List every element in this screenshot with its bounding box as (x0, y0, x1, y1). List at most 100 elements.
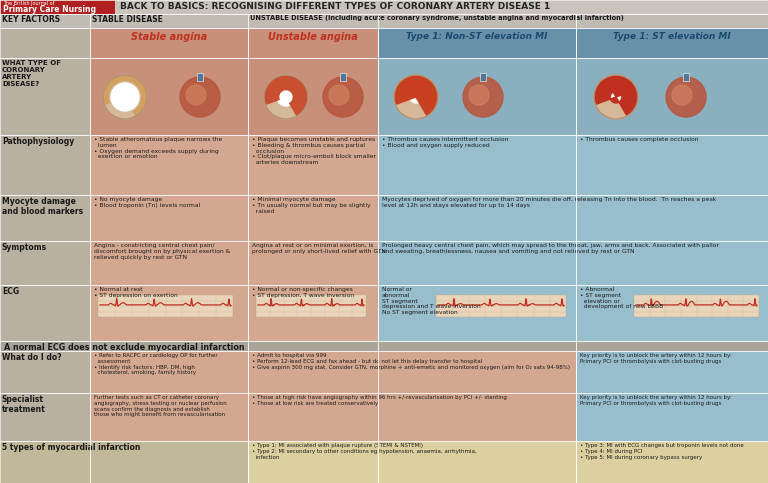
Bar (0, 285, 90, 341)
Text: • Those at high risk have angiography within 96 hrs +/-revascularisation by PCI : • Those at high risk have angiography wi… (252, 395, 507, 406)
Bar (634, 295, 759, 317)
Text: • Normal at rest
• ST depression on exertion: • Normal at rest • ST depression on exer… (94, 287, 177, 298)
Bar (248, 28, 378, 58)
Bar (90, 285, 248, 341)
Bar (256, 295, 366, 317)
Text: Primary Care Nursing: Primary Care Nursing (3, 5, 96, 14)
Circle shape (186, 85, 206, 105)
Bar (378, 195, 768, 241)
Circle shape (594, 75, 638, 119)
Bar (248, 351, 576, 393)
Text: • Type 1: MI associated with plaque rupture (STEMI & NSTEMI)
• Type 2: MI second: • Type 1: MI associated with plaque rupt… (252, 443, 477, 460)
Bar (90, 135, 248, 195)
Circle shape (410, 91, 422, 103)
Bar (378, 135, 576, 195)
Text: Further tests such as CT or catheter coronary
angiography, stress testing or nuc: Further tests such as CT or catheter cor… (94, 395, 227, 417)
Text: Symptoms: Symptoms (2, 243, 47, 252)
Bar (90, 58, 248, 135)
Wedge shape (395, 76, 437, 115)
Circle shape (672, 85, 692, 105)
Text: Normal or
abnormal
ST segment
depression and T wave inversion
No ST segment elev: Normal or abnormal ST segment depression… (382, 287, 481, 315)
Bar (0, 0, 115, 14)
Text: STABLE DISEASE: STABLE DISEASE (92, 15, 163, 24)
Text: Stable angina: Stable angina (131, 32, 207, 42)
Text: A normal ECG does not exclude myocardial infarction: A normal ECG does not exclude myocardial… (4, 342, 245, 352)
Text: Specialist
treatment: Specialist treatment (2, 395, 46, 414)
Bar (378, 285, 576, 341)
Bar (90, 28, 248, 58)
Text: • Refer to RACPC or cardiology OP for further
  assessment
• Identify risk facto: • Refer to RACPC or cardiology OP for fu… (94, 353, 217, 375)
Text: Key priority is to unblock the artery within 12 hours by:
Primary PCI or thrombo: Key priority is to unblock the artery wi… (580, 353, 732, 364)
Bar (0, 441, 248, 483)
Bar (90, 393, 248, 441)
Bar (576, 58, 768, 135)
Circle shape (180, 77, 220, 117)
Text: Type 1: Non-ST elevation MI: Type 1: Non-ST elevation MI (406, 32, 548, 41)
Wedge shape (265, 76, 307, 115)
Bar (98, 295, 233, 317)
Bar (436, 295, 566, 317)
Bar (90, 195, 248, 241)
Text: Unstable angina: Unstable angina (268, 32, 358, 42)
Bar (0, 393, 90, 441)
Bar (197, 73, 203, 81)
Bar (0, 195, 90, 241)
Bar (0, 341, 768, 351)
Text: ECG: ECG (2, 287, 19, 296)
Bar (576, 285, 768, 341)
Text: Key priority is to unblock the artery within 12 hours by:
Primary PCI or thrombo: Key priority is to unblock the artery wi… (580, 395, 732, 406)
Bar (248, 285, 378, 341)
Wedge shape (595, 76, 637, 115)
Text: • Normal or non-specific changes
• ST depression, T wave inversion: • Normal or non-specific changes • ST de… (252, 287, 354, 298)
Text: Prolonged heavy central chest pain, which may spread to the throat, jaw, arms an: Prolonged heavy central chest pain, whic… (382, 243, 719, 254)
Text: • Plaque becomes unstable and ruptures
• Bleeding & thrombus causes partial
  oc: • Plaque becomes unstable and ruptures •… (252, 137, 376, 165)
Bar (576, 441, 768, 483)
Bar (248, 135, 378, 195)
Text: WHAT TYPE OF
CORONARY
ARTERY
DISEASE?: WHAT TYPE OF CORONARY ARTERY DISEASE? (2, 60, 61, 87)
Bar (0, 351, 90, 393)
Circle shape (463, 77, 503, 117)
Bar (378, 28, 576, 58)
Bar (0, 28, 90, 58)
Text: Myocyte damage
and blood markers: Myocyte damage and blood markers (2, 197, 83, 216)
Text: BACK TO BASICS: RECOGNISING DIFFERENT TYPES OF CORONARY ARTERY DISEASE 1: BACK TO BASICS: RECOGNISING DIFFERENT TY… (120, 2, 550, 11)
Text: • Admit to hospital via 999
• Perform 12-lead ECG and fax ahead - but do not let: • Admit to hospital via 999 • Perform 12… (252, 353, 570, 369)
Bar (248, 441, 576, 483)
Circle shape (329, 85, 349, 105)
Bar (248, 58, 378, 135)
Circle shape (323, 77, 363, 117)
Bar (248, 195, 378, 241)
Wedge shape (104, 76, 146, 115)
Circle shape (264, 75, 308, 119)
Text: • Minimal myocyte damage
• Tn usually normal but may be slightly
  raised: • Minimal myocyte damage • Tn usually no… (252, 197, 371, 213)
Circle shape (469, 85, 489, 105)
Bar (378, 241, 768, 285)
Text: Angina - constricting central chest pain/
discomfort brought on by physical exer: Angina - constricting central chest pain… (94, 243, 230, 259)
Bar (576, 135, 768, 195)
Circle shape (394, 75, 438, 119)
Bar (0, 14, 768, 28)
Text: Pathophysiology: Pathophysiology (2, 137, 74, 146)
Text: • Thrombus causes intermittent occlusion
• Blood and oxygen supply reduced: • Thrombus causes intermittent occlusion… (382, 137, 508, 148)
Text: The British Journal of: The British Journal of (3, 1, 55, 6)
Bar (248, 393, 576, 441)
Bar (576, 351, 768, 393)
Circle shape (103, 75, 147, 119)
Text: • Thrombus causes complete occlusion: • Thrombus causes complete occlusion (580, 137, 699, 142)
Bar (0, 135, 90, 195)
Text: UNSTABLE DISEASE (including acute coronary syndrome, unstable angina and myocard: UNSTABLE DISEASE (including acute corona… (250, 15, 624, 21)
Bar (576, 28, 768, 58)
Text: What do I do?: What do I do? (2, 353, 61, 362)
Bar (90, 351, 248, 393)
Text: 5 types of myocardial infarction: 5 types of myocardial infarction (2, 443, 141, 452)
Text: KEY FACTORS: KEY FACTORS (2, 15, 60, 24)
Bar (576, 393, 768, 441)
Bar (480, 73, 486, 81)
Bar (378, 58, 576, 135)
Bar (0, 58, 90, 135)
Text: • Stable atheromatous plaque narrows the
  lumen
• Oxygen demand exceeds supply : • Stable atheromatous plaque narrows the… (94, 137, 222, 159)
Text: Myocytes deprived of oxygen for more than 20 minutes die off, releasing Tn into : Myocytes deprived of oxygen for more tha… (382, 197, 717, 208)
Circle shape (111, 83, 139, 111)
Bar (90, 241, 248, 285)
Text: Type 1: ST elevation MI: Type 1: ST elevation MI (613, 32, 731, 41)
